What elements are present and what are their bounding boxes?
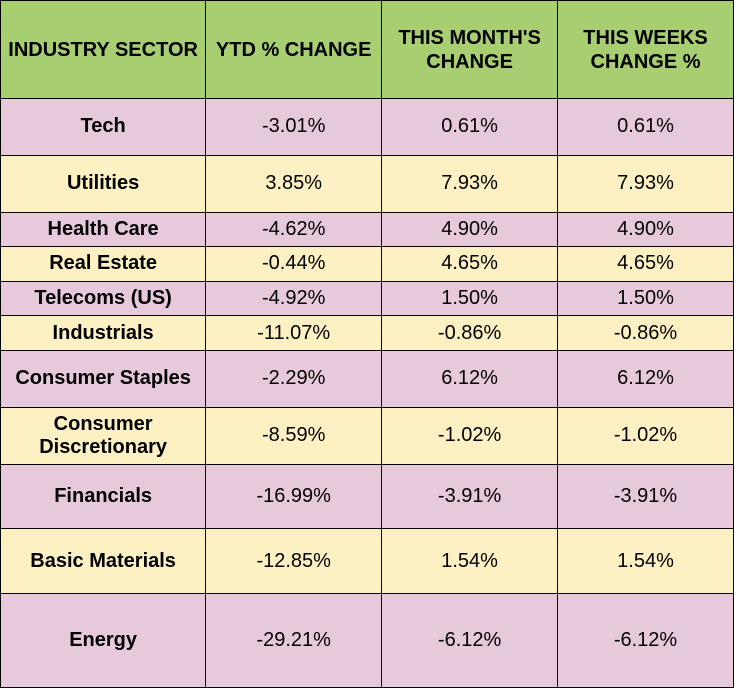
cell-month: 7.93% [382, 155, 558, 212]
cell-sector: Real Estate [1, 247, 206, 282]
cell-month: 6.12% [382, 350, 558, 407]
table-row: Basic Materials-12.85%1.54%1.54% [1, 529, 734, 594]
table-row: Financials-16.99%-3.91%-3.91% [1, 464, 734, 529]
table-header: INDUSTRY SECTORYTD % CHANGETHIS MONTH'S … [1, 1, 734, 99]
cell-ytd: -12.85% [206, 529, 382, 594]
cell-month: -6.12% [382, 594, 558, 688]
cell-sector: Telecoms (US) [1, 281, 206, 316]
cell-week: -1.02% [558, 407, 734, 464]
sector-change-table: INDUSTRY SECTORYTD % CHANGETHIS MONTH'S … [0, 0, 734, 688]
cell-week: 4.65% [558, 247, 734, 282]
cell-ytd: -4.62% [206, 212, 382, 247]
cell-week: 1.50% [558, 281, 734, 316]
cell-week: 1.54% [558, 529, 734, 594]
table-row: Real Estate-0.44%4.65%4.65% [1, 247, 734, 282]
column-header-month: THIS MONTH'S CHANGE [382, 1, 558, 99]
table-row: Energy-29.21%-6.12%-6.12% [1, 594, 734, 688]
cell-week: 6.12% [558, 350, 734, 407]
cell-month: 4.65% [382, 247, 558, 282]
cell-sector: Consumer Staples [1, 350, 206, 407]
table-row: Consumer Staples-2.29%6.12%6.12% [1, 350, 734, 407]
cell-ytd: -8.59% [206, 407, 382, 464]
cell-sector: Energy [1, 594, 206, 688]
cell-month: -0.86% [382, 316, 558, 351]
cell-sector: Basic Materials [1, 529, 206, 594]
cell-sector: Utilities [1, 155, 206, 212]
cell-week: 4.90% [558, 212, 734, 247]
cell-ytd: -16.99% [206, 464, 382, 529]
data-table: INDUSTRY SECTORYTD % CHANGETHIS MONTH'S … [0, 0, 734, 688]
cell-week: -0.86% [558, 316, 734, 351]
cell-ytd: -3.01% [206, 99, 382, 156]
header-row: INDUSTRY SECTORYTD % CHANGETHIS MONTH'S … [1, 1, 734, 99]
cell-week: -3.91% [558, 464, 734, 529]
cell-sector: Health Care [1, 212, 206, 247]
cell-month: -3.91% [382, 464, 558, 529]
cell-month: 1.54% [382, 529, 558, 594]
cell-sector: Consumer Discretionary [1, 407, 206, 464]
column-header-sector: INDUSTRY SECTOR [1, 1, 206, 99]
cell-sector: Industrials [1, 316, 206, 351]
table-row: Health Care-4.62%4.90%4.90% [1, 212, 734, 247]
cell-month: -1.02% [382, 407, 558, 464]
table-row: Tech-3.01%0.61%0.61% [1, 99, 734, 156]
cell-ytd: -4.92% [206, 281, 382, 316]
cell-ytd: 3.85% [206, 155, 382, 212]
cell-sector: Tech [1, 99, 206, 156]
table-body: Tech-3.01%0.61%0.61%Utilities3.85%7.93%7… [1, 99, 734, 688]
cell-month: 4.90% [382, 212, 558, 247]
cell-ytd: -29.21% [206, 594, 382, 688]
cell-month: 0.61% [382, 99, 558, 156]
column-header-ytd: YTD % CHANGE [206, 1, 382, 99]
cell-week: 0.61% [558, 99, 734, 156]
cell-week: -6.12% [558, 594, 734, 688]
cell-ytd: -0.44% [206, 247, 382, 282]
cell-ytd: -11.07% [206, 316, 382, 351]
cell-sector: Financials [1, 464, 206, 529]
table-row: Consumer Discretionary-8.59%-1.02%-1.02% [1, 407, 734, 464]
column-header-week: THIS WEEKS CHANGE % [558, 1, 734, 99]
table-row: Industrials-11.07%-0.86%-0.86% [1, 316, 734, 351]
cell-ytd: -2.29% [206, 350, 382, 407]
table-row: Telecoms (US)-4.92%1.50%1.50% [1, 281, 734, 316]
table-row: Utilities3.85%7.93%7.93% [1, 155, 734, 212]
cell-month: 1.50% [382, 281, 558, 316]
cell-week: 7.93% [558, 155, 734, 212]
